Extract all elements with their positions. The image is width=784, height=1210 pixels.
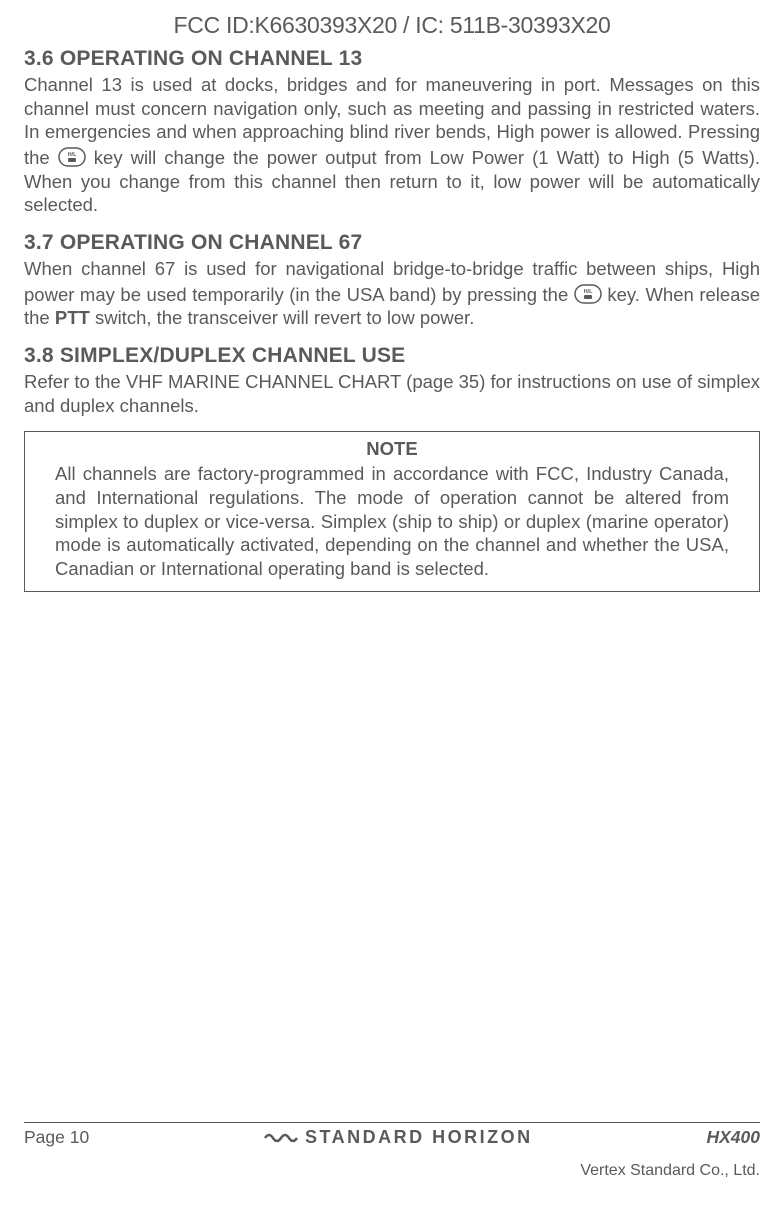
ptt-label: PTT bbox=[55, 307, 90, 328]
section-36-text-after: key will change the power output from Lo… bbox=[24, 147, 760, 215]
brand-name: STANDARD HORIZON bbox=[305, 1127, 533, 1148]
section-37-title: 3.7 OPERATING ON CHANNEL 67 bbox=[24, 231, 760, 255]
section-37-text: When channel 67 is used for navigational… bbox=[24, 257, 760, 330]
hl-key-icon: H/L bbox=[574, 284, 602, 310]
section-37-text-after: switch, the transceiver will revert to l… bbox=[90, 307, 475, 328]
brand-wave-icon bbox=[263, 1130, 299, 1146]
brand-logo: STANDARD HORIZON bbox=[263, 1127, 533, 1148]
section-36-title: 3.6 OPERATING ON CHANNEL 13 bbox=[24, 47, 760, 71]
model-number: HX400 bbox=[706, 1127, 760, 1148]
note-box: NOTE All channels are factory-programmed… bbox=[24, 431, 760, 591]
footer: Page 10 STANDARD HORIZON HX400 Vertex St… bbox=[24, 1122, 760, 1180]
hl-key-icon: H/L bbox=[58, 147, 86, 173]
company-name: Vertex Standard Co., Ltd. bbox=[24, 1162, 760, 1180]
footer-divider bbox=[24, 1122, 760, 1123]
note-text: All channels are factory-programmed in a… bbox=[55, 462, 729, 580]
section-36-text: Channel 13 is used at docks, bridges and… bbox=[24, 73, 760, 217]
section-38-text: Refer to the VHF MARINE CHANNEL CHART (p… bbox=[24, 370, 760, 417]
section-38-title: 3.8 SIMPLEX/DUPLEX CHANNEL USE bbox=[24, 344, 760, 368]
footer-row: Page 10 STANDARD HORIZON HX400 bbox=[24, 1127, 760, 1148]
fcc-header: FCC ID:K6630393X20 / IC: 511B-30393X20 bbox=[24, 12, 760, 39]
svg-text:H/L: H/L bbox=[583, 289, 593, 295]
note-title: NOTE bbox=[55, 438, 729, 460]
page-number: Page 10 bbox=[24, 1127, 89, 1148]
svg-text:H/L: H/L bbox=[67, 152, 77, 158]
